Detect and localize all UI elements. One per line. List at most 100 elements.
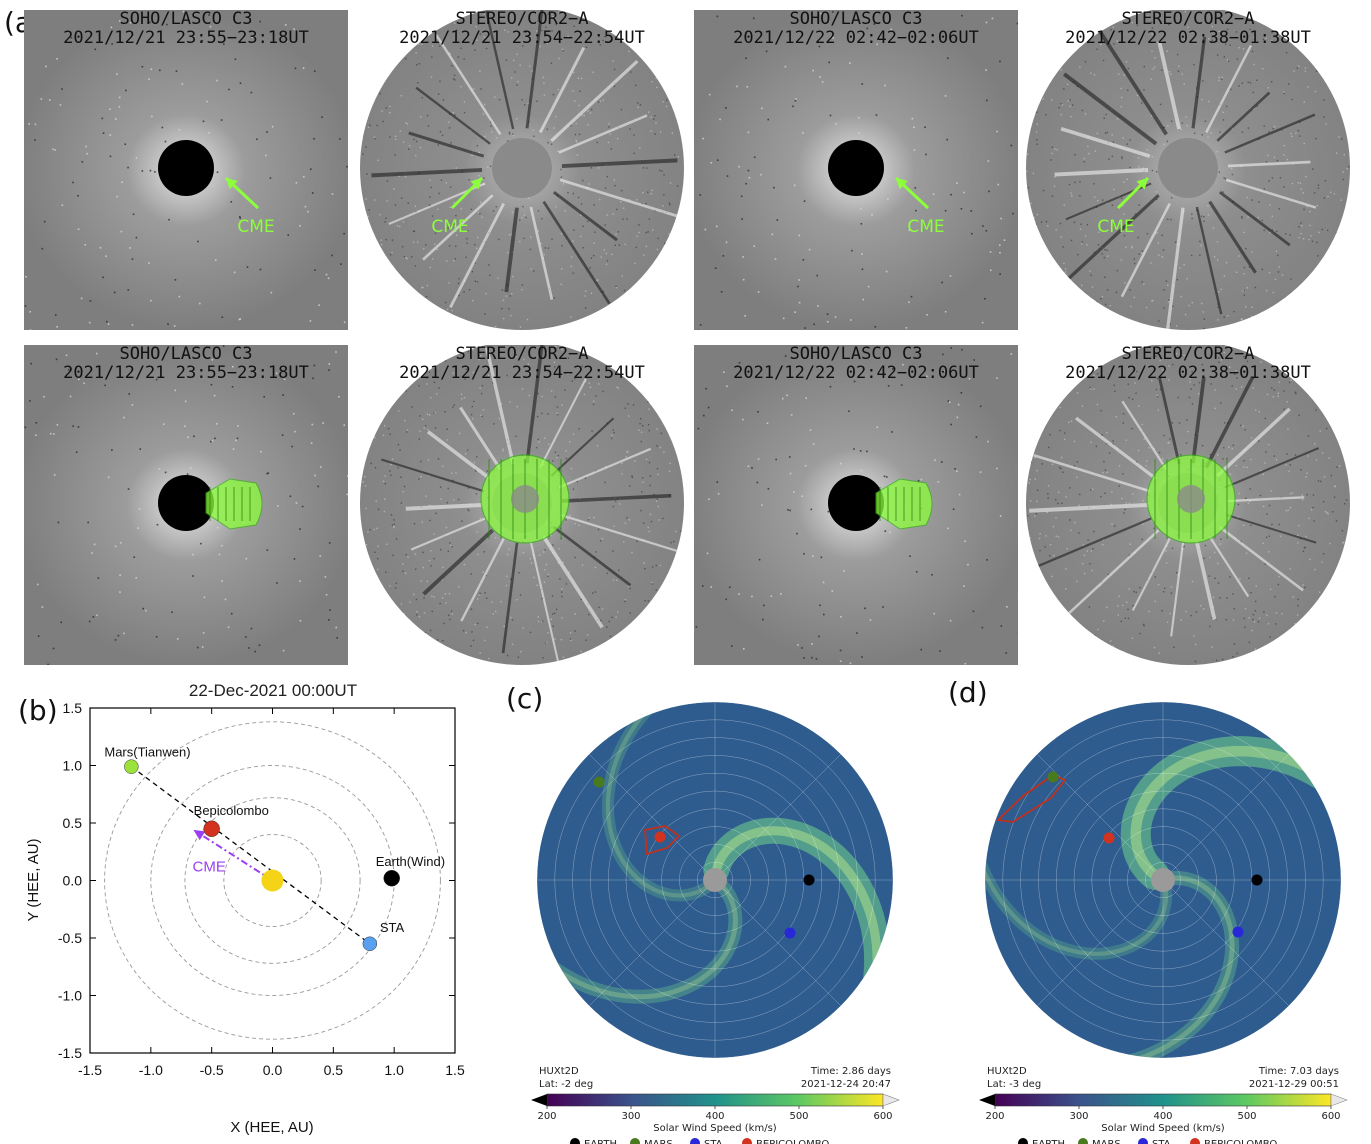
orbit-plot: 22-Dec-2021 00:00UT -1.5 -1.0 -0.5 0.0 0.5 1.… <box>25 681 465 1136</box>
huxt-plot-c: HUXt2D Lat: -2 deg Time: 2.86 days 2021-12-… <box>531 701 900 1144</box>
cme-mesh <box>1146 454 1236 544</box>
cme-arrow: CME <box>894 176 945 237</box>
time-label: Time: 7.03 days <box>1258 1066 1339 1077</box>
coronagraph-time: 2021/12/22 02:42−02:06UT <box>733 363 979 383</box>
y-tick-label: -1.5 <box>58 1045 82 1061</box>
colorbar-tick: 200 <box>985 1111 1004 1122</box>
colorbar-tick: 200 <box>537 1111 556 1122</box>
coronagraph-instrument: SOHO/LASCO C3 <box>789 9 923 29</box>
cme-contour <box>644 825 681 856</box>
coronagraph-time: 2021/12/21 23:54−22:54UT <box>399 28 645 48</box>
legend-label: EARTH <box>1032 1139 1065 1144</box>
bepicolombo-label: Bepicolombo <box>194 803 269 818</box>
cme-mesh <box>205 478 263 530</box>
legend-marker <box>630 1138 640 1144</box>
coronagraph-title: STEREO/COR2−A 2021/12/21 23:54−22:54UT <box>352 10 692 48</box>
bepicolombo-marker <box>203 820 220 837</box>
coronagraph-svg <box>1026 345 1350 665</box>
coronagraph-svg: CME <box>1026 10 1350 330</box>
colorbar-label: Solar Wind Speed (km/s) <box>653 1123 777 1134</box>
orbit-ring-3 <box>104 721 441 1040</box>
x-tick-label: -1.0 <box>139 1062 163 1078</box>
earth-marker <box>383 869 400 887</box>
cme-label: CME <box>907 217 944 237</box>
earth-marker <box>1251 874 1263 886</box>
colorbar: 200 300 400 500 600 <box>531 1093 900 1122</box>
coronagraph-title: SOHO/LASCO C3 2021/12/21 23:55−23:18UT <box>16 10 356 48</box>
coronagraph-svg <box>360 345 684 665</box>
cme-arrow: CME <box>431 176 484 237</box>
coronagraph-title: SOHO/LASCO C3 2021/12/22 02:42−02:06UT <box>686 345 1026 383</box>
coronagraph-svg: CME <box>360 10 684 330</box>
panel-label-c: (c) <box>506 682 544 715</box>
x-tick-label: 0.0 <box>263 1062 283 1078</box>
coronagraph-svg: CME <box>24 10 348 330</box>
y-tick-label: 1.0 <box>63 758 83 774</box>
date-label: 2021-12-24 20:47 <box>801 1079 891 1090</box>
y-tick-label: 0.0 <box>63 873 83 889</box>
huxt-plot-d: HUXt2D Lat: -3 deg Time: 7.03 days 2021-12-… <box>979 701 1348 1144</box>
legend-marker <box>690 1138 700 1144</box>
legend-marker <box>1078 1138 1088 1144</box>
cme-arrow: CME <box>224 176 275 237</box>
legend-marker <box>742 1138 752 1144</box>
coronagraph-time: 2021/12/22 02:38−01:38UT <box>1065 28 1311 48</box>
sta-label: STA <box>380 920 405 935</box>
inner-boundary <box>703 868 727 892</box>
legend-label: MARS <box>644 1139 673 1144</box>
coronagraph-image-5: SOHO/LASCO C3 2021/12/21 23:55−23:18UT <box>16 344 356 665</box>
colorbar-tick: 500 <box>1237 1111 1256 1122</box>
coronagraph-image-1: CME SOHO/LASCO C3 2021/12/21 23:55−23:18UT <box>16 10 356 330</box>
colorbar-tick: 600 <box>1321 1111 1340 1122</box>
legend-label: BEPICOLOMBO <box>1204 1139 1277 1144</box>
legend-marker <box>570 1138 580 1144</box>
coronagraph-svg <box>24 345 348 665</box>
lat-label: Lat: -3 deg <box>987 1079 1041 1090</box>
coronagraph-instrument: STEREO/COR2−A <box>455 9 589 29</box>
legend-marker <box>1190 1138 1200 1144</box>
cme-direction-arrow <box>193 829 274 882</box>
coronagraph-instrument: STEREO/COR2−A <box>1121 9 1255 29</box>
polar-grid <box>536 701 894 1059</box>
x-tick-label: 1.5 <box>445 1062 465 1078</box>
coronagraph-image-3: CME SOHO/LASCO C3 2021/12/22 02:42−02:06UT <box>686 10 1026 330</box>
coronagraph-svg <box>694 345 1018 665</box>
x-tick-label: 0.5 <box>324 1062 344 1078</box>
x-tick-label: -0.5 <box>200 1062 224 1078</box>
coronagraph-instrument: SOHO/LASCO C3 <box>119 9 253 29</box>
coronagraph-title: SOHO/LASCO C3 2021/12/22 02:42−02:06UT <box>686 10 1026 48</box>
colorbar-tick: 400 <box>705 1111 724 1122</box>
y-tick-label: -0.5 <box>58 930 82 946</box>
orbit-y-axis-label: Y (HEE, AU) <box>25 838 42 921</box>
sta-marker <box>1232 926 1244 938</box>
cme-arrow: CME <box>1097 176 1150 237</box>
coronagraph-instrument: SOHO/LASCO C3 <box>119 344 253 364</box>
mars-sta-line <box>130 766 371 945</box>
coronagraph-instrument: STEREO/COR2−A <box>1121 344 1255 364</box>
legend-marker <box>1018 1138 1028 1144</box>
colorbar: 200 300 400 500 600 <box>979 1093 1348 1122</box>
sun-marker <box>261 869 284 892</box>
mars-label: Mars(Tianwen) <box>104 745 190 760</box>
date-label: 2021-12-29 00:51 <box>1249 1079 1339 1090</box>
colorbar-tick: 400 <box>1153 1111 1172 1122</box>
sta-marker <box>784 927 796 939</box>
coronagraph-svg: CME <box>694 10 1018 330</box>
panel-label-d: (d) <box>948 676 988 709</box>
coronagraph-time: 2021/12/21 23:55−23:18UT <box>63 28 309 48</box>
earth-marker <box>803 874 815 886</box>
cme-label: CME <box>1097 217 1134 237</box>
cme-label: CME <box>237 217 274 237</box>
coronagraph-image-8: STEREO/COR2−A 2021/12/22 02:38−01:38UT <box>1018 344 1358 665</box>
legend-label: STA <box>1152 1139 1171 1144</box>
legend-label: EARTH <box>584 1139 617 1144</box>
coronagraph-time: 2021/12/22 02:42−02:06UT <box>733 28 979 48</box>
legend-label: BEPICOLOMBO <box>756 1139 829 1144</box>
sta-marker <box>362 936 378 951</box>
orbit-ring-0 <box>223 834 322 927</box>
coronagraph-instrument: SOHO/LASCO C3 <box>789 344 923 364</box>
mars-marker <box>593 776 605 788</box>
inner-boundary <box>1151 868 1175 892</box>
coronagraph-time: 2021/12/22 02:38−01:38UT <box>1065 363 1311 383</box>
coronagraph-image-6: STEREO/COR2−A 2021/12/21 23:54−22:54UT <box>352 345 692 665</box>
